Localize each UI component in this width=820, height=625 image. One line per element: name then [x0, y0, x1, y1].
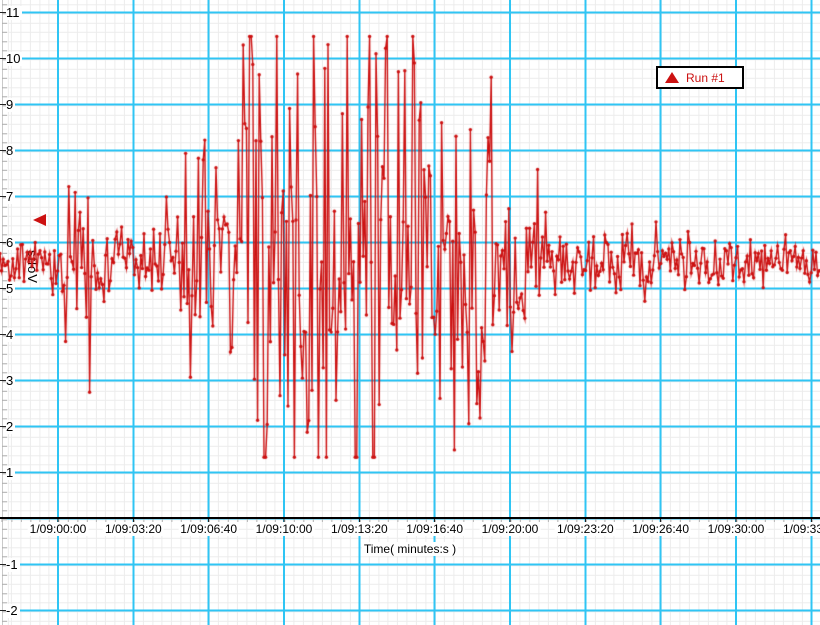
- legend-box[interactable]: Run #1: [656, 66, 744, 89]
- x-tick-label: 1/09:10:00: [253, 522, 315, 536]
- y-tick-label: 10: [6, 50, 23, 66]
- x-tick-label: 1/09:20:00: [479, 522, 541, 536]
- y-tick-label: 5: [6, 280, 16, 296]
- y-tick-label: 1: [6, 464, 16, 480]
- y-tick-label: 4: [6, 326, 16, 342]
- legend-series-label: Run #1: [686, 70, 725, 85]
- trigger-level-marker-icon[interactable]: [33, 213, 46, 226]
- y-tick-label: 3: [6, 372, 16, 388]
- x-tick-label: 1/09:00:00: [27, 522, 89, 536]
- x-tick-label: 1/09:23:20: [554, 522, 616, 536]
- x-tick-label: 1/09:06:40: [178, 522, 240, 536]
- triangle-up-icon: [665, 72, 679, 83]
- y-tick-label: 2: [6, 418, 16, 434]
- x-tick-label: 1/09:26:40: [630, 522, 692, 536]
- y-tick-label: 6: [6, 234, 16, 250]
- y-tick-label: -1: [6, 556, 20, 572]
- x-tick-label: 1/09:30:00: [705, 522, 767, 536]
- y-tick-label: 9: [6, 96, 16, 112]
- x-tick-label: 1/09:03:20: [102, 522, 164, 536]
- x-tick-label: 1/09:16:40: [404, 522, 466, 536]
- y-tick-label: -2: [6, 602, 20, 618]
- y-tick-label: 7: [6, 188, 16, 204]
- y-tick-label: 8: [6, 142, 16, 158]
- x-axis-title: Time( minutes:s ): [361, 542, 459, 556]
- x-tick-label: 1/09:33:20: [780, 522, 820, 536]
- x-tick-label: 1/09:13:20: [328, 522, 390, 536]
- y-tick-label: 11: [6, 4, 22, 20]
